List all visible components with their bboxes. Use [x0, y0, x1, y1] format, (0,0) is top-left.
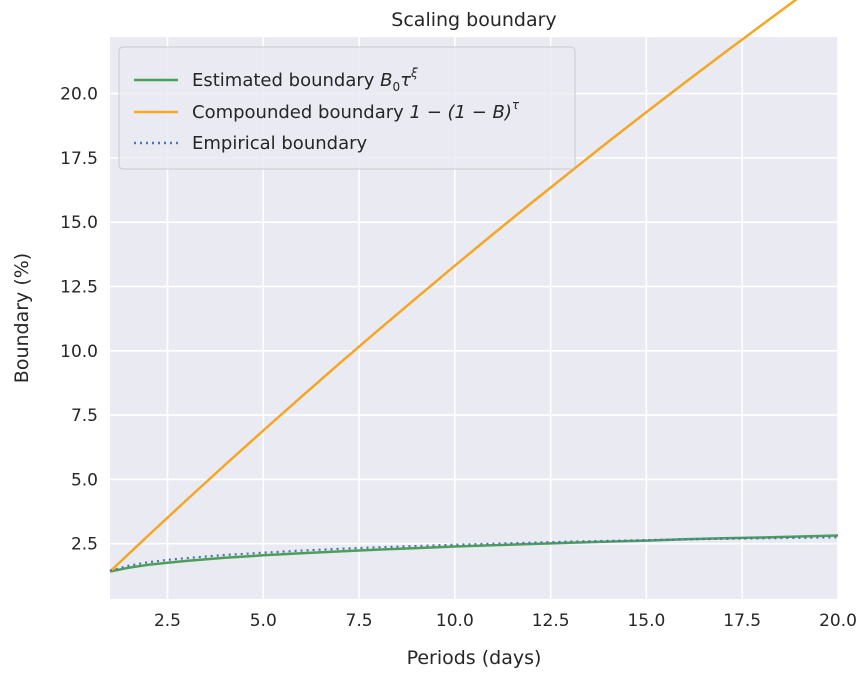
legend-estimated-sup: ξ [410, 66, 418, 80]
x-tick-label: 17.5 [723, 611, 761, 631]
x-tick-label: 7.5 [346, 611, 373, 631]
x-tick-label: 2.5 [154, 611, 181, 631]
x-tick-label: 20.0 [819, 611, 857, 631]
series-group [109, 0, 839, 573]
y-tick-label: 17.5 [60, 149, 98, 169]
legend: Estimated boundary B0τξ Compounded bound… [118, 46, 576, 170]
x-axis-label: Periods (days) [407, 647, 542, 669]
y-tick-label: 7.5 [71, 406, 98, 426]
y-tick-labels: 2.5 5.0 7.5 10.0 12.5 15.0 17.5 20.0 [60, 85, 98, 555]
x-tick-label: 10.0 [436, 611, 474, 631]
legend-label-empirical: Empirical boundary [192, 133, 367, 154]
legend-estimated-tau: τ [400, 70, 411, 91]
legend-label-compounded: Compounded boundary 1 − (1 − B)τ [192, 98, 520, 123]
legend-compounded-math: 1 − (1 − B) [410, 102, 512, 123]
y-axis-label: Boundary (%) [11, 253, 33, 383]
chart-title: Scaling boundary [391, 9, 556, 31]
y-tick-label: 5.0 [71, 470, 98, 490]
y-tick-label: 2.5 [71, 535, 98, 555]
y-tick-label: 15.0 [60, 213, 98, 233]
series-compounded-line [109, 0, 798, 573]
x-tick-label: 12.5 [532, 611, 570, 631]
legend-compounded-sup: τ [512, 98, 520, 112]
legend-estimated-main: Estimated boundary [192, 70, 380, 91]
legend-label-estimated: Estimated boundary B0τξ [192, 66, 418, 94]
legend-compounded-main: Compounded boundary [192, 102, 410, 123]
legend-estimated-sub: 0 [393, 80, 401, 94]
x-tick-labels: 2.5 5.0 7.5 10.0 12.5 15.0 17.5 20.0 [154, 611, 857, 631]
x-tick-label: 5.0 [250, 611, 277, 631]
legend-box [118, 46, 576, 170]
x-tick-label: 15.0 [627, 611, 665, 631]
y-tick-label: 12.5 [60, 277, 98, 297]
legend-estimated-math: B [380, 70, 392, 91]
y-tick-label: 20.0 [60, 85, 98, 105]
series-empirical-line [109, 536, 839, 572]
y-tick-label: 10.0 [60, 342, 98, 362]
